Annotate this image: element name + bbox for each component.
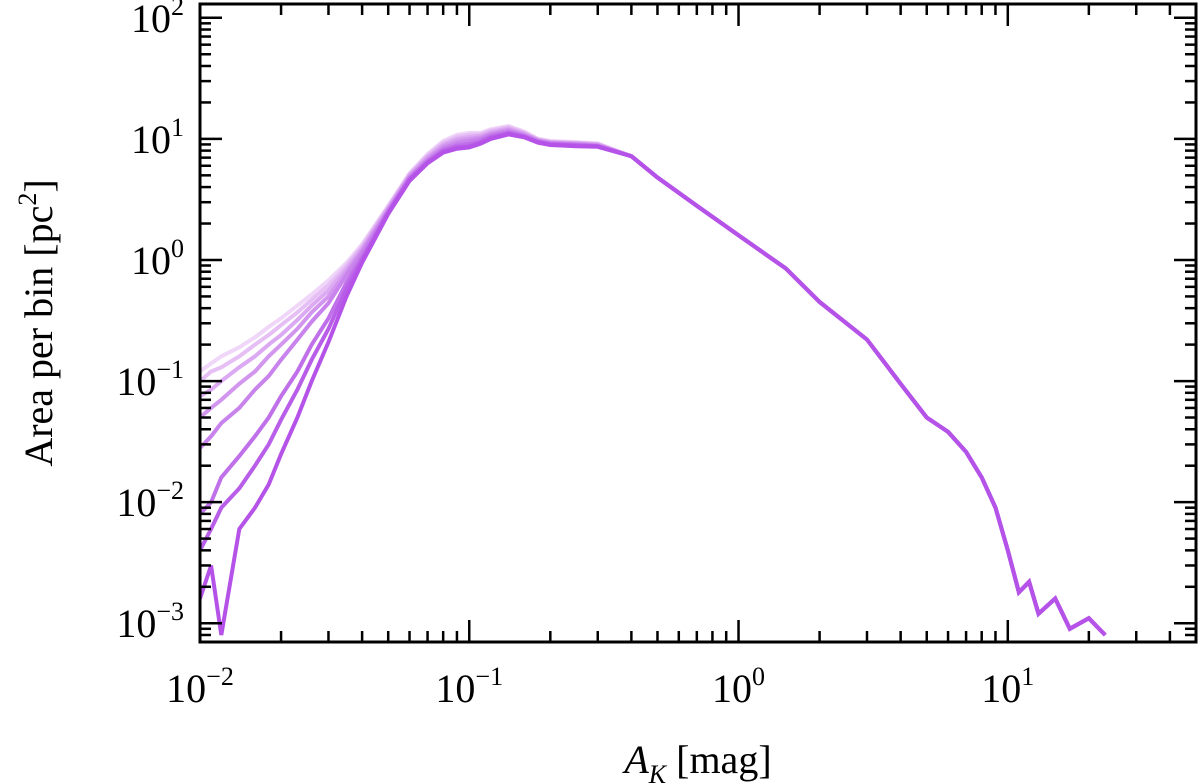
y-axis-title: Area per bin [pc2]	[13, 179, 61, 466]
series-line-8	[200, 132, 1107, 637]
y-tick-label: 102	[131, 0, 184, 41]
series-line-7	[200, 131, 1107, 637]
y-tick-label: 101	[131, 113, 184, 162]
tick-labels: 10−2 10−1 100 101 10−3 10−2 10−1 100 101 102	[116, 0, 1034, 711]
series-line-3	[200, 126, 1107, 637]
series-line-2	[200, 125, 1107, 637]
series-line-1	[200, 123, 1107, 637]
y-tick-label: 100	[131, 234, 184, 283]
series-line-4	[200, 127, 1107, 637]
x-tick-label: 10−2	[166, 662, 234, 711]
y-tick-label: 10−3	[116, 597, 184, 646]
x-tick-label: 10−1	[435, 662, 503, 711]
x-tick-label: 100	[712, 662, 765, 711]
series-line-5	[200, 129, 1107, 637]
x-tick-label: 101	[981, 662, 1034, 711]
x-axis-title: AK [mag]	[621, 737, 771, 783]
series-layer	[200, 123, 1107, 637]
series-line-6	[200, 130, 1107, 637]
plot-frame	[198, 2, 1198, 644]
y-tick-label: 10−2	[116, 476, 184, 525]
ticks-layer	[198, 4, 1198, 644]
y-tick-label: 10−1	[116, 355, 184, 404]
